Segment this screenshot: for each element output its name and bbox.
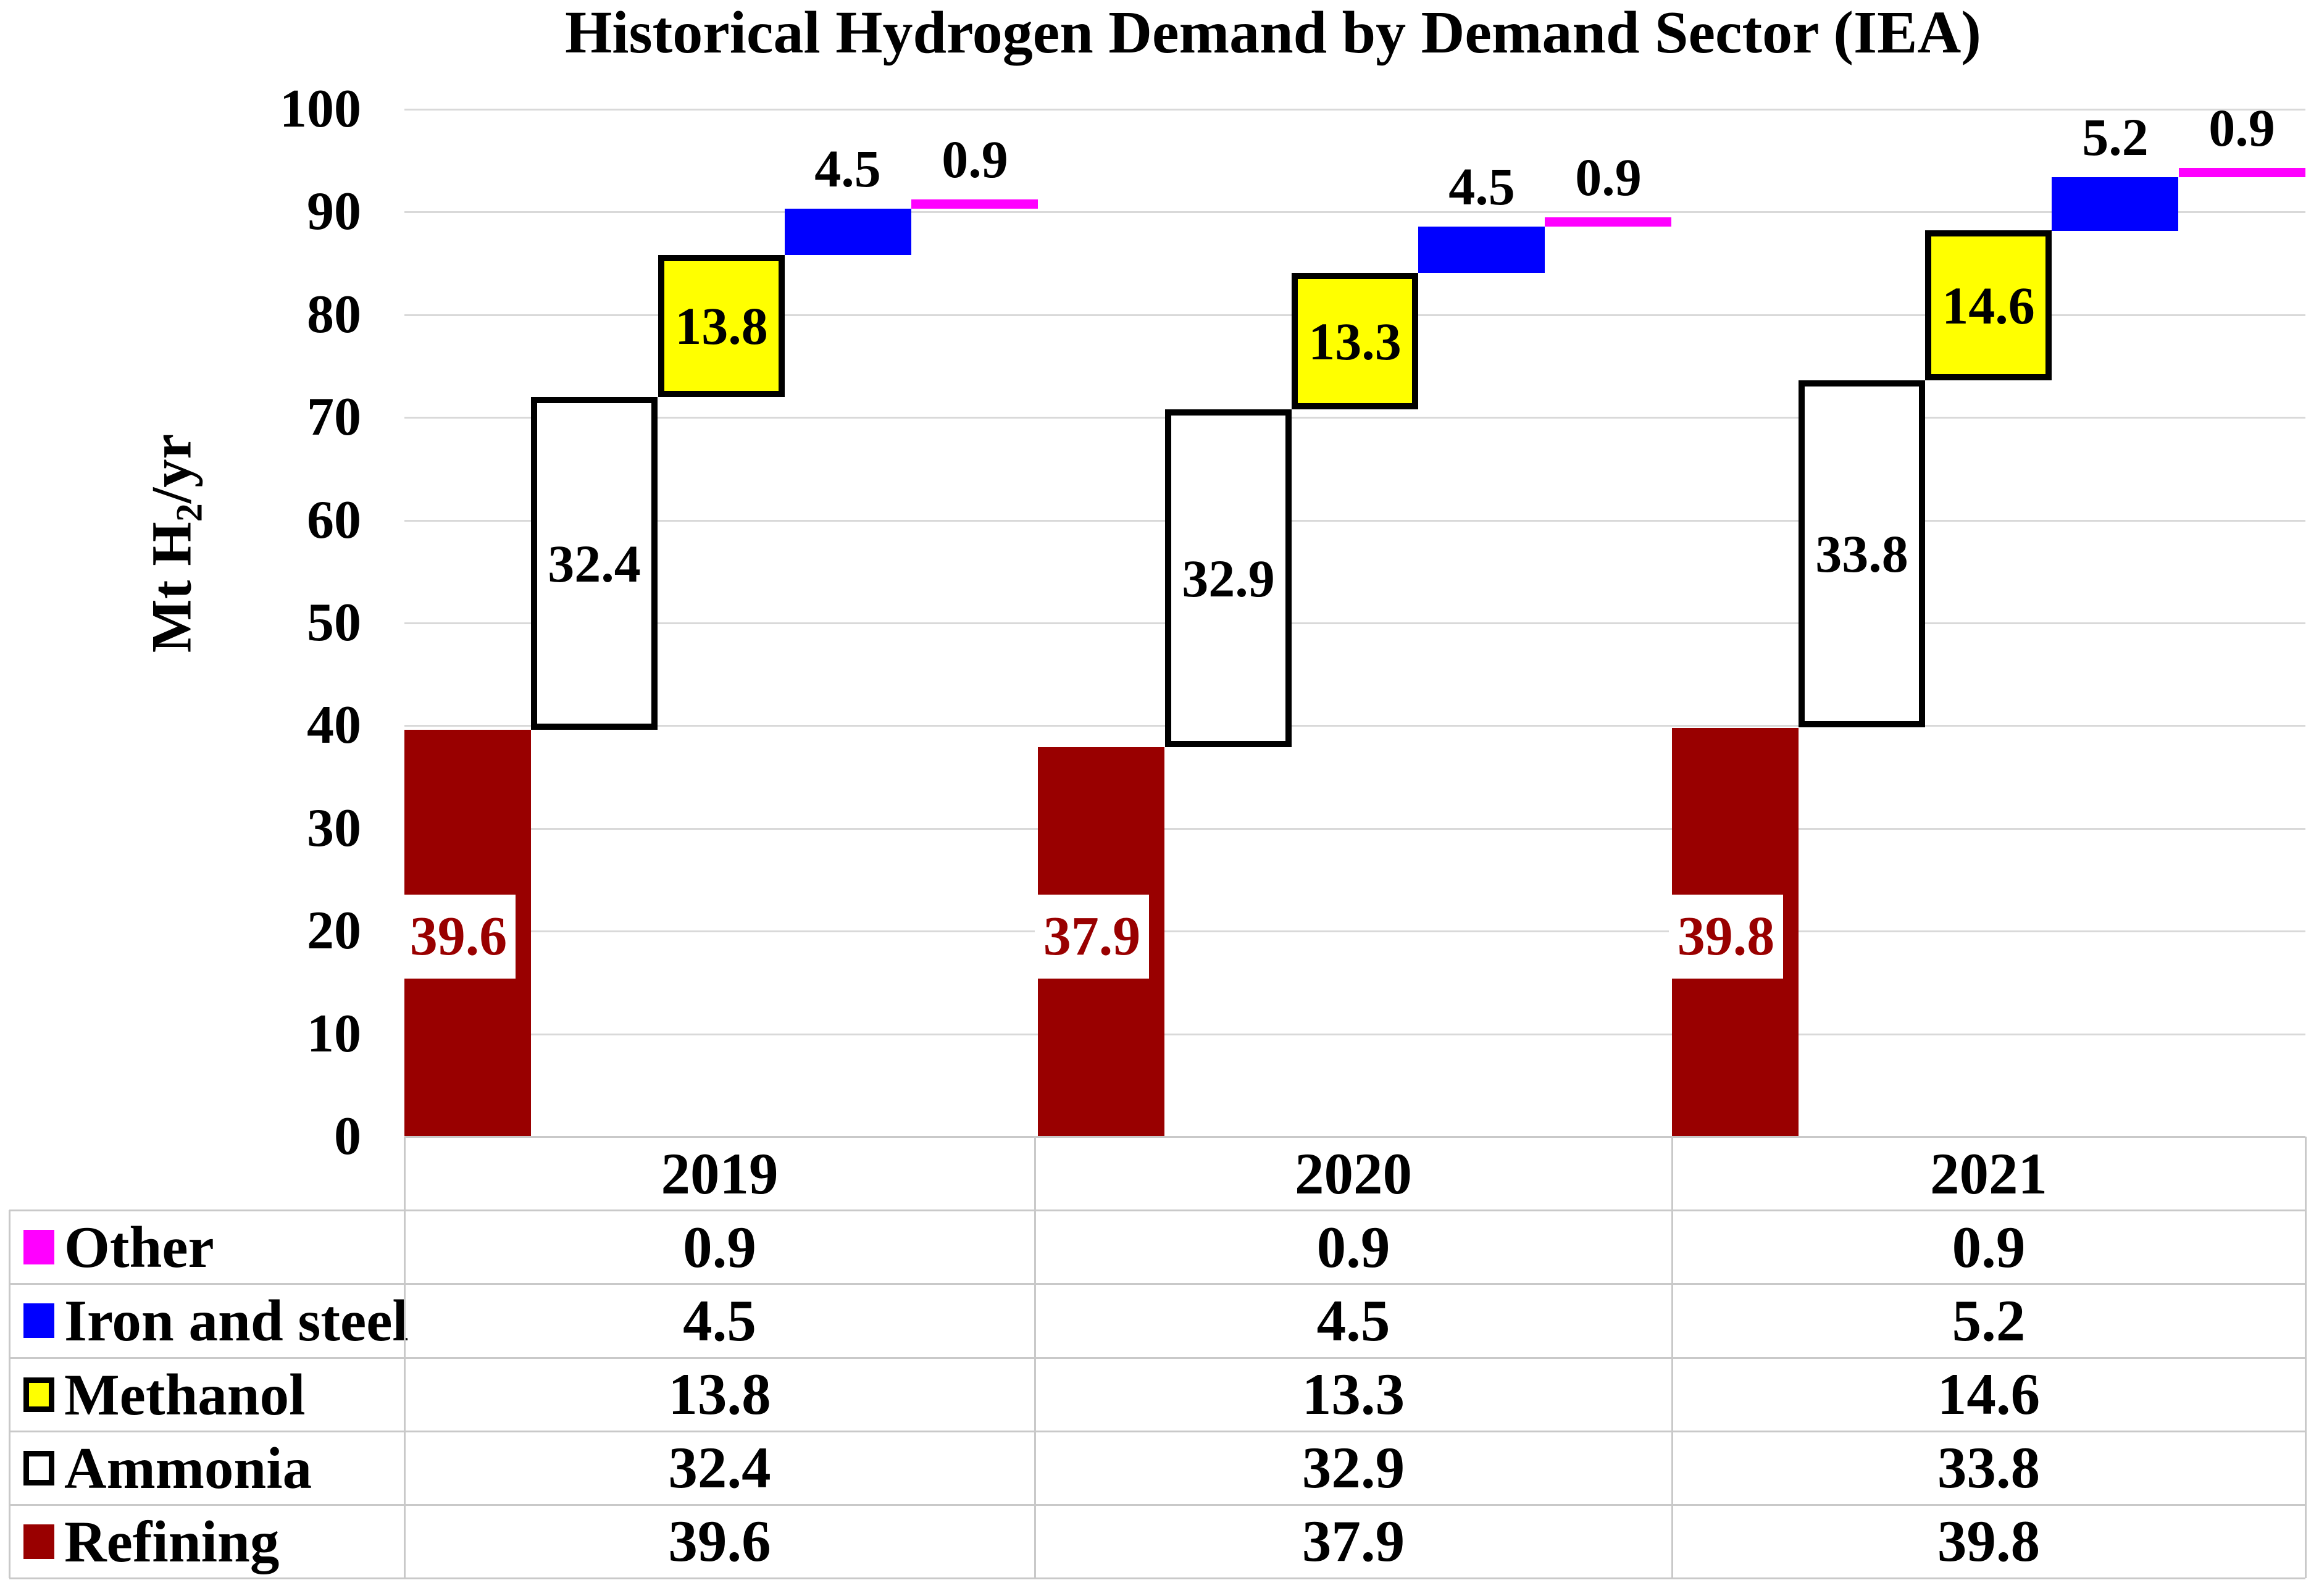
x-category-label-2021: 2021 [1930,1141,2047,1206]
y-tick-label-100: 100 [280,79,361,139]
legend-label-methanol: Methanol [64,1361,306,1427]
bar-label-ammonia-2019: 32.4 [548,533,641,593]
y-tick-label-20: 20 [307,901,361,961]
bar-label-other-2019: 0.9 [942,130,1008,189]
x-category-label-2020: 2020 [1295,1141,1412,1206]
table-cell-ammonia-2020: 32.9 [1302,1435,1405,1500]
gridline-40 [404,725,2305,727]
table-border-h-6 [9,1577,2305,1579]
legend-label-iron-and-steel: Iron and steel [64,1287,409,1353]
bar-label-refining-2021: 39.8 [1669,895,1783,979]
table-cell-other-2021: 0.9 [1952,1214,2026,1280]
table-border-h-1 [9,1210,2305,1211]
bar-label-iron-and-steel-2019: 4.5 [814,139,881,198]
bar-iron-and-steel-2021 [2052,177,2178,231]
bar-iron-and-steel-2019 [785,209,911,255]
bar-other-2020 [1545,217,1671,227]
table-cell-refining-2021: 39.8 [1937,1508,2041,1574]
table-cell-other-2020: 0.9 [1316,1214,1390,1280]
bar-methanol-2021 [1925,230,2052,380]
table-cell-iron-and-steel-2019: 4.5 [683,1288,756,1353]
y-tick-label-50: 50 [307,593,361,653]
bar-label-ammonia-2020: 32.9 [1182,548,1275,608]
table-cell-ammonia-2021: 33.8 [1937,1435,2041,1500]
table-cell-other-2019: 0.9 [683,1214,756,1280]
table-border-h-2 [9,1283,2305,1285]
bar-label-other-2021: 0.9 [2208,98,2275,157]
bar-ammonia-2020 [1165,409,1292,747]
gridline-70 [404,417,2305,419]
table-cell-methanol-2019: 13.8 [668,1361,771,1427]
table-cell-iron-and-steel-2021: 5.2 [1952,1288,2026,1353]
bar-label-methanol-2020: 13.3 [1308,311,1402,371]
legend-label-other: Other [64,1214,214,1280]
bar-iron-and-steel-2020 [1418,227,1545,273]
y-tick-label-60: 60 [307,490,361,550]
bar-ammonia-2019 [531,397,658,730]
gridline-10 [404,1034,2305,1035]
y-tick-label-90: 90 [307,182,361,241]
bar-label-methanol-2019: 13.8 [675,296,768,356]
bar-label-iron-and-steel-2020: 4.5 [1448,157,1515,216]
y-tick-label-80: 80 [307,285,361,345]
table-border-h-3 [9,1357,2305,1359]
gridline-50 [404,622,2305,624]
bar-label-refining-2020: 37.9 [1035,895,1149,979]
bar-label-ammonia-2021: 33.8 [1815,524,1908,583]
gridline-20 [404,930,2305,932]
table-row-label-other: Other [23,1210,214,1284]
legend-swatch-iron-and-steel [23,1303,54,1338]
x-category-label-2019: 2019 [661,1141,779,1206]
table-cell-methanol-2020: 13.3 [1302,1361,1405,1427]
table-cell-iron-and-steel-2020: 4.5 [1316,1288,1390,1353]
bar-other-2021 [2179,168,2305,177]
y-tick-label-70: 70 [307,387,361,447]
table-border-v-3 [1671,1137,1673,1578]
table-border-v-4 [2305,1137,2307,1578]
bar-methanol-2019 [658,255,785,397]
table-cell-ammonia-2019: 32.4 [668,1435,771,1500]
legend-swatch-ammonia [23,1450,54,1485]
bar-methanol-2020 [1292,273,1418,409]
legend-swatch-other [23,1229,54,1264]
table-border-v-1 [404,1137,406,1578]
table-border-v-2 [1034,1137,1036,1578]
y-tick-label-0: 0 [334,1106,361,1166]
table-row-label-ammonia: Ammonia [23,1431,312,1505]
table-row-label-methanol: Methanol [23,1358,306,1431]
y-tick-label-30: 30 [307,798,361,858]
bar-label-other-2020: 0.9 [1575,148,1642,207]
legend-label-refining: Refining [64,1508,280,1574]
axis-baseline [404,1136,2305,1138]
table-cell-refining-2019: 39.6 [668,1508,771,1574]
legend-swatch-refining [23,1524,54,1559]
table-border-v-left [9,1210,10,1578]
y-tick-label-10: 10 [307,1004,361,1064]
legend-label-ammonia: Ammonia [64,1435,312,1501]
legend-swatch-methanol [23,1377,54,1412]
bar-label-methanol-2021: 14.6 [1942,275,2035,335]
table-border-h-5 [9,1504,2305,1506]
y-tick-label-40: 40 [307,695,361,755]
bar-label-refining-2019: 39.6 [401,895,516,979]
gridline-90 [404,211,2305,213]
bar-other-2019 [911,199,1038,209]
gridline-60 [404,520,2305,522]
gridline-100 [404,109,2305,111]
table-border-h-4 [9,1431,2305,1432]
table-cell-refining-2020: 37.9 [1302,1508,1405,1574]
table-row-label-refining: Refining [23,1505,279,1578]
chart-title: Historical Hydrogen Demand by Demand Sec… [565,0,1981,66]
bar-label-iron-and-steel-2021: 5.2 [2082,107,2149,167]
table-cell-methanol-2021: 14.6 [1937,1361,2041,1427]
table-row-label-iron-and-steel: Iron and steel [23,1284,409,1357]
bar-ammonia-2021 [1799,380,1925,727]
gridline-30 [404,828,2305,830]
